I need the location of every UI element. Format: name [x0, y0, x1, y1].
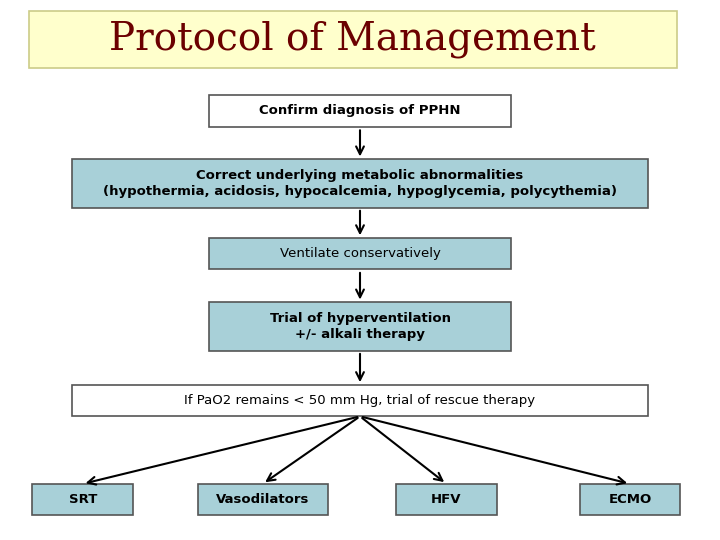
FancyBboxPatch shape	[580, 484, 680, 515]
Text: If PaO2 remains < 50 mm Hg, trial of rescue therapy: If PaO2 remains < 50 mm Hg, trial of res…	[184, 394, 536, 407]
FancyBboxPatch shape	[72, 159, 648, 208]
Text: Protocol of Management: Protocol of Management	[109, 20, 596, 58]
Text: SRT: SRT	[68, 493, 97, 506]
Text: Ventilate conservatively: Ventilate conservatively	[279, 247, 441, 260]
FancyBboxPatch shape	[209, 302, 511, 351]
FancyBboxPatch shape	[209, 238, 511, 269]
Text: Trial of hyperventilation
+/- alkali therapy: Trial of hyperventilation +/- alkali the…	[269, 312, 451, 341]
Text: Vasodilators: Vasodilators	[216, 493, 310, 506]
FancyBboxPatch shape	[396, 484, 497, 515]
Text: Correct underlying metabolic abnormalities
(hypothermia, acidosis, hypocalcemia,: Correct underlying metabolic abnormaliti…	[103, 169, 617, 198]
FancyBboxPatch shape	[198, 484, 328, 515]
Text: Confirm diagnosis of PPHN: Confirm diagnosis of PPHN	[259, 104, 461, 117]
Text: HFV: HFV	[431, 493, 462, 506]
FancyBboxPatch shape	[209, 94, 511, 127]
Text: ECMO: ECMO	[608, 493, 652, 506]
FancyBboxPatch shape	[29, 11, 677, 68]
FancyBboxPatch shape	[72, 385, 648, 416]
FancyBboxPatch shape	[32, 484, 133, 515]
